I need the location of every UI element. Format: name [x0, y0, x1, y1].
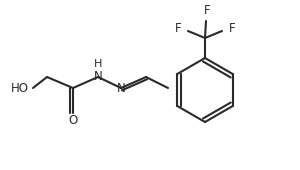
Text: H: H — [94, 59, 102, 69]
Text: F: F — [175, 21, 181, 35]
Text: N: N — [117, 81, 125, 95]
Text: O: O — [68, 114, 78, 126]
Text: N: N — [94, 71, 102, 83]
Text: F: F — [204, 4, 210, 18]
Text: F: F — [229, 21, 235, 35]
Text: HO: HO — [11, 81, 29, 95]
